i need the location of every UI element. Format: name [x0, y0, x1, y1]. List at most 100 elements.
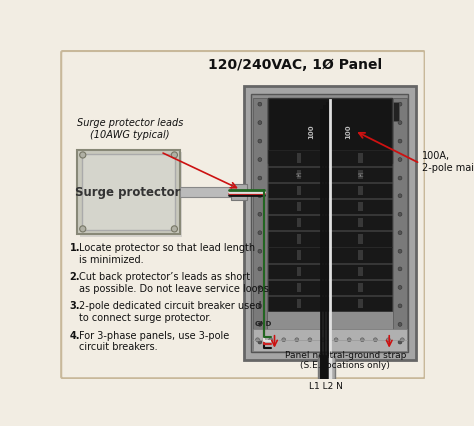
Bar [358, 251, 363, 260]
Bar [393, 99, 407, 348]
Circle shape [80, 153, 86, 158]
Text: Panel neutral-ground strap
(S.E. locations only): Panel neutral-ground strap (S.E. locatio… [285, 350, 406, 369]
Text: 2-pole dedicated circuit breaker used
to connect surge protector.: 2-pole dedicated circuit breaker used to… [79, 301, 261, 322]
Circle shape [398, 213, 402, 217]
Circle shape [398, 286, 402, 290]
Circle shape [269, 338, 273, 342]
Bar [268, 232, 392, 247]
Text: Cut back protector’s leads as short
as possible. Do not leave service loops.: Cut back protector’s leads as short as p… [79, 272, 272, 293]
Bar [358, 202, 363, 212]
Text: GND: GND [255, 320, 272, 326]
Bar [268, 151, 392, 166]
Text: 4.: 4. [70, 330, 80, 340]
Bar [268, 183, 392, 199]
Circle shape [398, 103, 402, 107]
Circle shape [398, 158, 402, 162]
Text: 100: 100 [309, 124, 314, 139]
Circle shape [80, 226, 86, 233]
Bar [358, 235, 363, 244]
Circle shape [334, 338, 338, 342]
Circle shape [255, 338, 259, 342]
Circle shape [386, 338, 391, 342]
Circle shape [398, 340, 402, 344]
Bar [244, 87, 416, 360]
FancyBboxPatch shape [61, 52, 425, 378]
Circle shape [258, 177, 262, 181]
Bar [268, 199, 392, 215]
Text: 120/240VAC, 1Ø Panel: 120/240VAC, 1Ø Panel [208, 58, 383, 72]
Text: For 3-phase panels, use 3-pole
circuit breakers.: For 3-phase panels, use 3-pole circuit b… [79, 330, 229, 351]
Bar [251, 95, 409, 352]
Text: Surge protector leads
(10AWG typical): Surge protector leads (10AWG typical) [76, 118, 183, 139]
Text: Surge protector: Surge protector [75, 186, 181, 199]
Circle shape [398, 322, 402, 326]
Circle shape [171, 153, 177, 158]
FancyBboxPatch shape [77, 150, 180, 235]
Circle shape [308, 338, 312, 342]
Circle shape [258, 340, 262, 344]
Bar [358, 170, 363, 179]
Circle shape [258, 250, 262, 253]
Text: 100A,
2-pole main: 100A, 2-pole main [421, 151, 474, 173]
Text: 1.: 1. [70, 242, 80, 252]
Text: 2.: 2. [70, 272, 80, 282]
Bar [358, 283, 363, 292]
Text: SC: SC [296, 172, 302, 177]
Bar [268, 248, 392, 263]
Bar [297, 235, 301, 244]
Circle shape [347, 338, 351, 342]
Circle shape [258, 304, 262, 308]
Circle shape [374, 338, 377, 342]
Bar [297, 267, 301, 276]
Circle shape [398, 177, 402, 181]
Bar [393, 103, 399, 122]
Bar [358, 299, 363, 308]
Bar [268, 167, 392, 182]
Text: Locate protector so that lead length
is minimized.: Locate protector so that lead length is … [79, 242, 255, 264]
Bar [297, 154, 301, 163]
Bar [297, 186, 301, 196]
Circle shape [295, 338, 299, 342]
FancyBboxPatch shape [80, 153, 182, 237]
Circle shape [258, 286, 262, 290]
Circle shape [398, 231, 402, 235]
Circle shape [398, 140, 402, 144]
Bar [253, 99, 267, 348]
Bar [268, 296, 392, 311]
Bar [268, 280, 392, 295]
Bar [297, 170, 301, 179]
Circle shape [258, 268, 262, 271]
Bar [268, 216, 392, 231]
Circle shape [398, 304, 402, 308]
Circle shape [401, 338, 404, 342]
FancyBboxPatch shape [82, 155, 175, 230]
Circle shape [360, 338, 364, 342]
Bar [297, 283, 301, 292]
Bar [180, 187, 247, 198]
Bar [268, 99, 392, 164]
Text: 100: 100 [346, 124, 351, 139]
Circle shape [258, 194, 262, 198]
Text: SC: SC [357, 172, 364, 177]
Circle shape [258, 140, 262, 144]
Bar [297, 299, 301, 308]
Bar [358, 154, 363, 163]
Circle shape [282, 338, 286, 342]
Circle shape [258, 121, 262, 125]
Bar [297, 251, 301, 260]
Circle shape [258, 158, 262, 162]
Circle shape [398, 121, 402, 125]
Bar [318, 356, 335, 379]
Circle shape [171, 226, 177, 233]
Circle shape [258, 213, 262, 217]
Text: L1 L2 N: L1 L2 N [309, 381, 343, 390]
Bar [297, 202, 301, 212]
Circle shape [398, 250, 402, 253]
Bar [358, 186, 363, 196]
Circle shape [258, 103, 262, 107]
Bar [268, 264, 392, 279]
Bar [358, 267, 363, 276]
Bar [253, 329, 407, 351]
Circle shape [398, 194, 402, 198]
Circle shape [258, 322, 262, 326]
